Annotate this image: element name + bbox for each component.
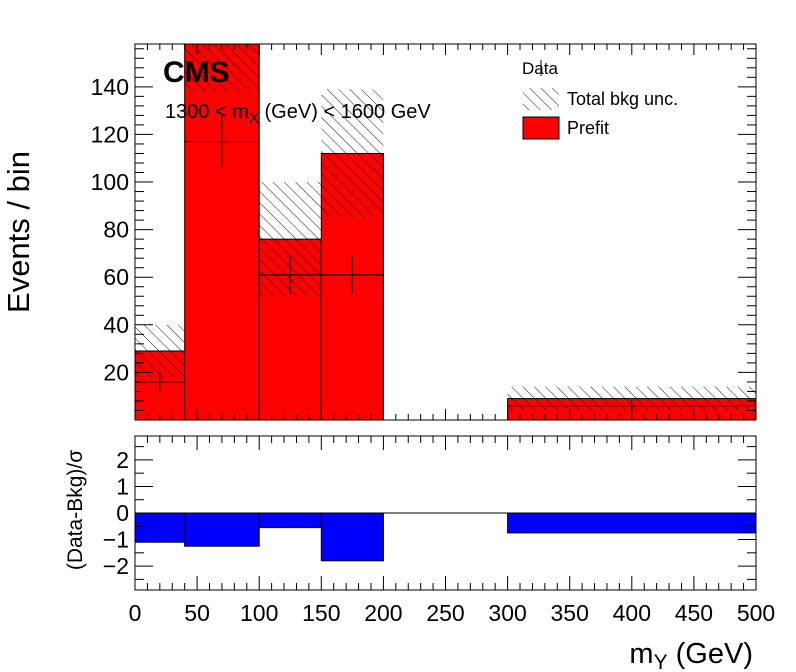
y-axis-label: Events / bin (1, 151, 36, 313)
main-ytick-label: 100 (91, 169, 129, 195)
ratio-xtick-labels: 0 50 100 150 200 250 300 350 400 450 500 (129, 600, 776, 626)
x-axis-label-sub: Y (654, 651, 668, 672)
ratio-ytick-label: −2 (103, 553, 129, 579)
main-ticks (134, 44, 757, 420)
data-points (135, 115, 756, 412)
main-ytick-label: 60 (103, 264, 129, 290)
x-axis-label-main: m (629, 638, 653, 670)
pull-bar (184, 512, 260, 547)
xtick-label: 500 (737, 600, 775, 626)
cut-annotation: 1300 < mX (GeV) < 1600 GeV (165, 101, 431, 127)
xtick-label: 400 (613, 600, 651, 626)
data-point (321, 255, 384, 294)
cut-prefix: 1300 < m (165, 101, 249, 123)
main-ytick-label: 20 (103, 359, 129, 385)
xtick-label: 300 (488, 600, 526, 626)
ratio-ticks (134, 436, 757, 590)
main-ytick-label: 140 (91, 74, 129, 100)
xtick-label: 200 (364, 600, 402, 626)
pull-bars (134, 512, 757, 562)
legend-hatch-swatch (523, 88, 559, 110)
pull-bar (134, 512, 186, 543)
x-axis-label-unit: (GeV) (668, 638, 753, 670)
uncertainty-band (321, 89, 384, 218)
ratio-ytick-label: −1 (103, 527, 129, 553)
pull-bar (507, 512, 757, 534)
legend-entry-prefit: Prefit (522, 116, 609, 140)
legend-unc-label: Total bkg unc. (567, 89, 678, 109)
main-ytick-label: 120 (91, 121, 129, 147)
ratio-ytick-label: 2 (116, 447, 129, 473)
uncertainty-band (507, 386, 756, 411)
legend-prefit-swatch (522, 116, 560, 140)
main-ytick-labels: 20 40 60 80 100 120 140 (91, 74, 129, 386)
ratio-y-axis-label: (Data-Bkg)/σ (64, 450, 87, 570)
main-ytick-label: 40 (103, 312, 129, 338)
legend-entry-unc: Total bkg unc. (523, 88, 678, 110)
ratio-ytick-label: 1 (116, 473, 129, 499)
legend-prefit-label: Prefit (567, 118, 609, 138)
x-axis-label: mY (GeV) (629, 638, 753, 672)
main-ytick-label: 80 (103, 217, 129, 243)
cut-suffix: (GeV) < 1600 GeV (259, 101, 431, 123)
cut-subscript: X (249, 110, 259, 127)
xtick-label: 50 (184, 600, 210, 626)
data-point (259, 255, 322, 294)
legend-data-label: Data (522, 59, 558, 78)
pull-bar (320, 512, 384, 562)
data-point (184, 115, 260, 168)
xtick-label: 0 (129, 600, 142, 626)
uncertainty-bands (135, 44, 756, 411)
legend: Data Total bkg unc. Prefit (522, 59, 678, 140)
uncertainty-band (135, 324, 185, 378)
xtick-label: 350 (551, 600, 589, 626)
xtick-label: 100 (240, 600, 278, 626)
legend-entry-data: Data (522, 59, 558, 78)
main-panel: 20 40 60 80 100 120 140 Events / bin CMS 1300 … (1, 43, 757, 421)
pull-bar (258, 512, 322, 529)
cms-label: CMS (163, 56, 230, 89)
xtick-label: 250 (426, 600, 464, 626)
ratio-ytick-label: 0 (116, 500, 129, 526)
xtick-label: 150 (302, 600, 340, 626)
prefit-bar (184, 43, 260, 421)
xtick-label: 450 (675, 600, 713, 626)
